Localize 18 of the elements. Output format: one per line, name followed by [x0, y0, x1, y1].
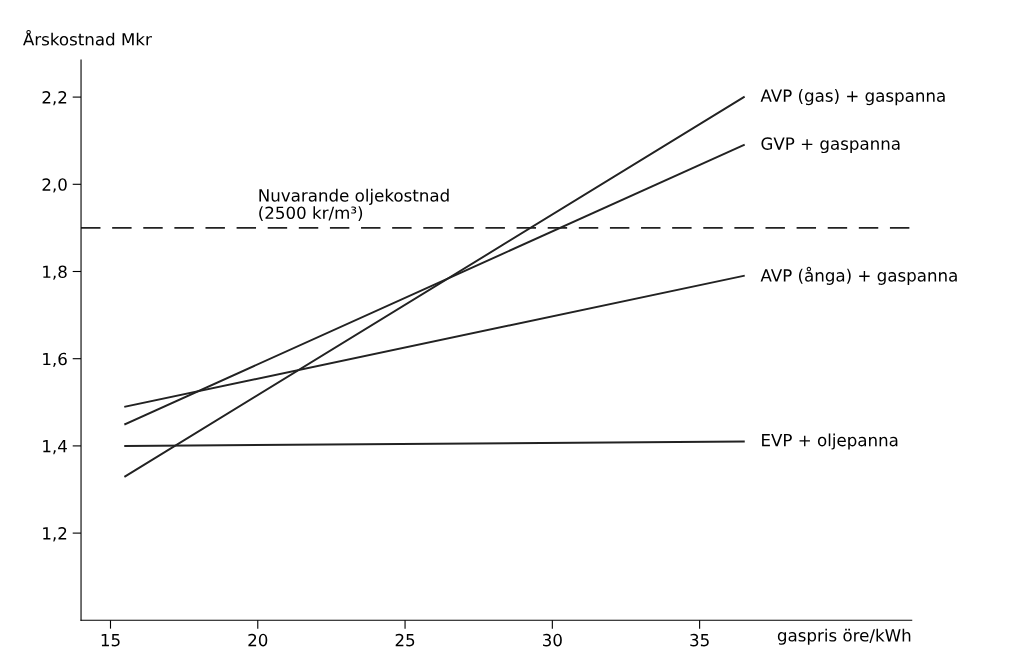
y-tick-label: 1,6 [43, 352, 67, 367]
series-label: AVP (gas) + gaspanna [760, 89, 945, 106]
y-tick-label: 2,0 [42, 178, 67, 193]
y-tick-label: 1,8 [43, 265, 67, 280]
series-label: EVP + oljepanna [762, 433, 898, 450]
y-axis-title: Årskostnad Mkr [23, 29, 152, 46]
y-tick-label: 1,4 [43, 440, 67, 455]
x-tick-label: 20 [248, 633, 268, 647]
x-tick-label: 15 [101, 634, 120, 647]
x-tick-label: 30 [543, 633, 562, 647]
series-label: AVP (ånga) + gaspanna [760, 266, 957, 285]
x-axis-title: gaspris öre/kWh [777, 628, 911, 645]
x-tick-label: 35 [690, 633, 709, 647]
series-label: GVP + gaspanna [761, 137, 900, 154]
ref-line-label: Nuvarande oljekostnad (2500 kr/m³) [259, 188, 449, 222]
y-tick-label: 2,2 [42, 91, 67, 106]
x-tick-label: 25 [395, 633, 415, 647]
y-tick-label: 1,2 [43, 527, 67, 542]
